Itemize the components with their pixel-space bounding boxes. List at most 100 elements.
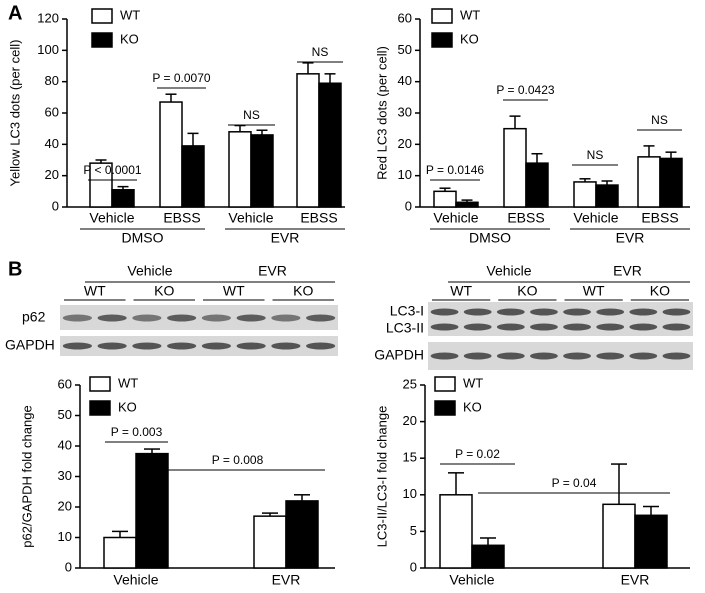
y-tick-label: 40 xyxy=(58,437,72,452)
bar xyxy=(573,181,597,208)
blot-band xyxy=(530,352,558,360)
annotation: P = 0.008 xyxy=(212,453,264,467)
bar xyxy=(659,157,683,208)
blot-strip xyxy=(428,302,693,336)
x-tick-label: Vehicle xyxy=(449,572,494,588)
blot-band xyxy=(62,314,92,322)
blot-band xyxy=(236,342,266,350)
blot-band xyxy=(463,352,492,360)
bar xyxy=(525,162,549,208)
y-tick-label: 30 xyxy=(58,468,72,483)
bar xyxy=(602,503,636,569)
blot-band xyxy=(167,342,197,350)
blot-band xyxy=(530,308,558,316)
group-label: EVR xyxy=(271,230,300,246)
y-tick-label: 50 xyxy=(58,407,72,422)
y-tick-label: 0 xyxy=(405,198,412,213)
bar xyxy=(503,127,527,208)
group-label: DMSO xyxy=(122,230,164,246)
blot-lane: KO xyxy=(517,283,537,299)
blot-band xyxy=(271,342,301,350)
x-tick-label: EBSS xyxy=(163,210,200,226)
x-tick-label: EBSS xyxy=(300,210,337,226)
y-tick-label: 0 xyxy=(52,198,59,213)
blot-band xyxy=(530,323,558,331)
blot-row-label: LC3-II xyxy=(386,320,424,336)
x-tick-label: EBSS xyxy=(507,210,544,226)
x-tick-label: Vehicle xyxy=(113,572,158,588)
blot-lane: WT xyxy=(84,283,106,299)
blot-row-label: LC3-I xyxy=(390,303,424,319)
blot-band xyxy=(563,308,591,316)
blot-group: EVR xyxy=(613,263,642,279)
blot-band xyxy=(201,342,231,350)
blot-band xyxy=(306,314,336,322)
y-tick-label: 30 xyxy=(398,104,412,119)
y-tick-label: 20 xyxy=(398,136,412,151)
blot-band xyxy=(596,323,625,331)
y-tick-label: 40 xyxy=(45,136,59,151)
legend-swatch xyxy=(91,8,113,24)
annotation: P = 0.003 xyxy=(111,425,163,439)
y-tick-label: 10 xyxy=(58,529,72,544)
y-axis-label: Red LC3 dots (per cell) xyxy=(374,46,389,180)
blot-band xyxy=(97,342,127,350)
group-label: EVR xyxy=(616,230,645,246)
blot-band xyxy=(306,342,336,350)
y-tick-label: 120 xyxy=(37,10,59,25)
blot-row-label: p62 xyxy=(22,309,46,325)
legend-swatch xyxy=(431,8,453,24)
y-tick-label: 25 xyxy=(403,376,417,391)
y-tick-label: 20 xyxy=(58,498,72,513)
legend-swatch xyxy=(89,376,111,392)
y-tick-label: 15 xyxy=(403,450,417,465)
x-tick-label: Vehicle xyxy=(573,210,618,226)
blot-band xyxy=(496,308,525,316)
bar xyxy=(250,134,274,208)
annotation: P = 0.0146 xyxy=(426,163,484,177)
bar xyxy=(159,101,183,208)
y-tick-label: 10 xyxy=(398,167,412,182)
annotation: P = 0.0070 xyxy=(152,71,210,85)
bar xyxy=(103,536,137,569)
legend-swatch xyxy=(91,32,113,48)
blot-band xyxy=(662,352,691,360)
legend-swatch xyxy=(431,32,453,48)
y-tick-label: 10 xyxy=(403,486,417,501)
y-tick-label: 0 xyxy=(65,559,72,574)
annotation: P = 0.04 xyxy=(552,476,597,490)
bar xyxy=(637,156,661,208)
blot-row-label: GAPDH xyxy=(374,347,424,363)
blot-band xyxy=(167,314,197,322)
x-tick-label: Vehicle xyxy=(228,210,273,226)
bar xyxy=(111,189,135,208)
blot-group: Vehicle xyxy=(127,263,172,279)
panel-label: A xyxy=(8,2,22,24)
bar xyxy=(89,162,113,208)
y-tick-label: 50 xyxy=(398,42,412,57)
bar xyxy=(135,452,169,569)
annotation: NS xyxy=(243,108,260,122)
bar xyxy=(296,73,320,208)
blot-band xyxy=(430,323,459,331)
blot-band xyxy=(496,323,525,331)
y-tick-label: 20 xyxy=(45,167,59,182)
blot-band xyxy=(629,308,658,316)
blot-band xyxy=(132,314,162,322)
legend-label: KO xyxy=(118,399,137,414)
group-label: DMSO xyxy=(469,230,511,246)
legend-swatch xyxy=(434,400,456,416)
annotation: P = 0.0423 xyxy=(496,83,554,97)
x-tick-label: Vehicle xyxy=(89,210,134,226)
bar xyxy=(285,500,319,569)
legend-label: WT xyxy=(460,7,480,22)
blot-band xyxy=(201,314,231,322)
blot-band xyxy=(662,308,691,316)
y-tick-label: 60 xyxy=(58,376,72,391)
legend-swatch xyxy=(89,400,111,416)
y-axis-label: Yellow LC3 dots (per cell) xyxy=(7,40,22,187)
y-tick-label: 0 xyxy=(410,559,417,574)
x-tick-label: EVR xyxy=(621,572,650,588)
bar xyxy=(634,514,668,569)
y-axis-label: LC3-II/LC3-I fold change xyxy=(374,406,389,548)
